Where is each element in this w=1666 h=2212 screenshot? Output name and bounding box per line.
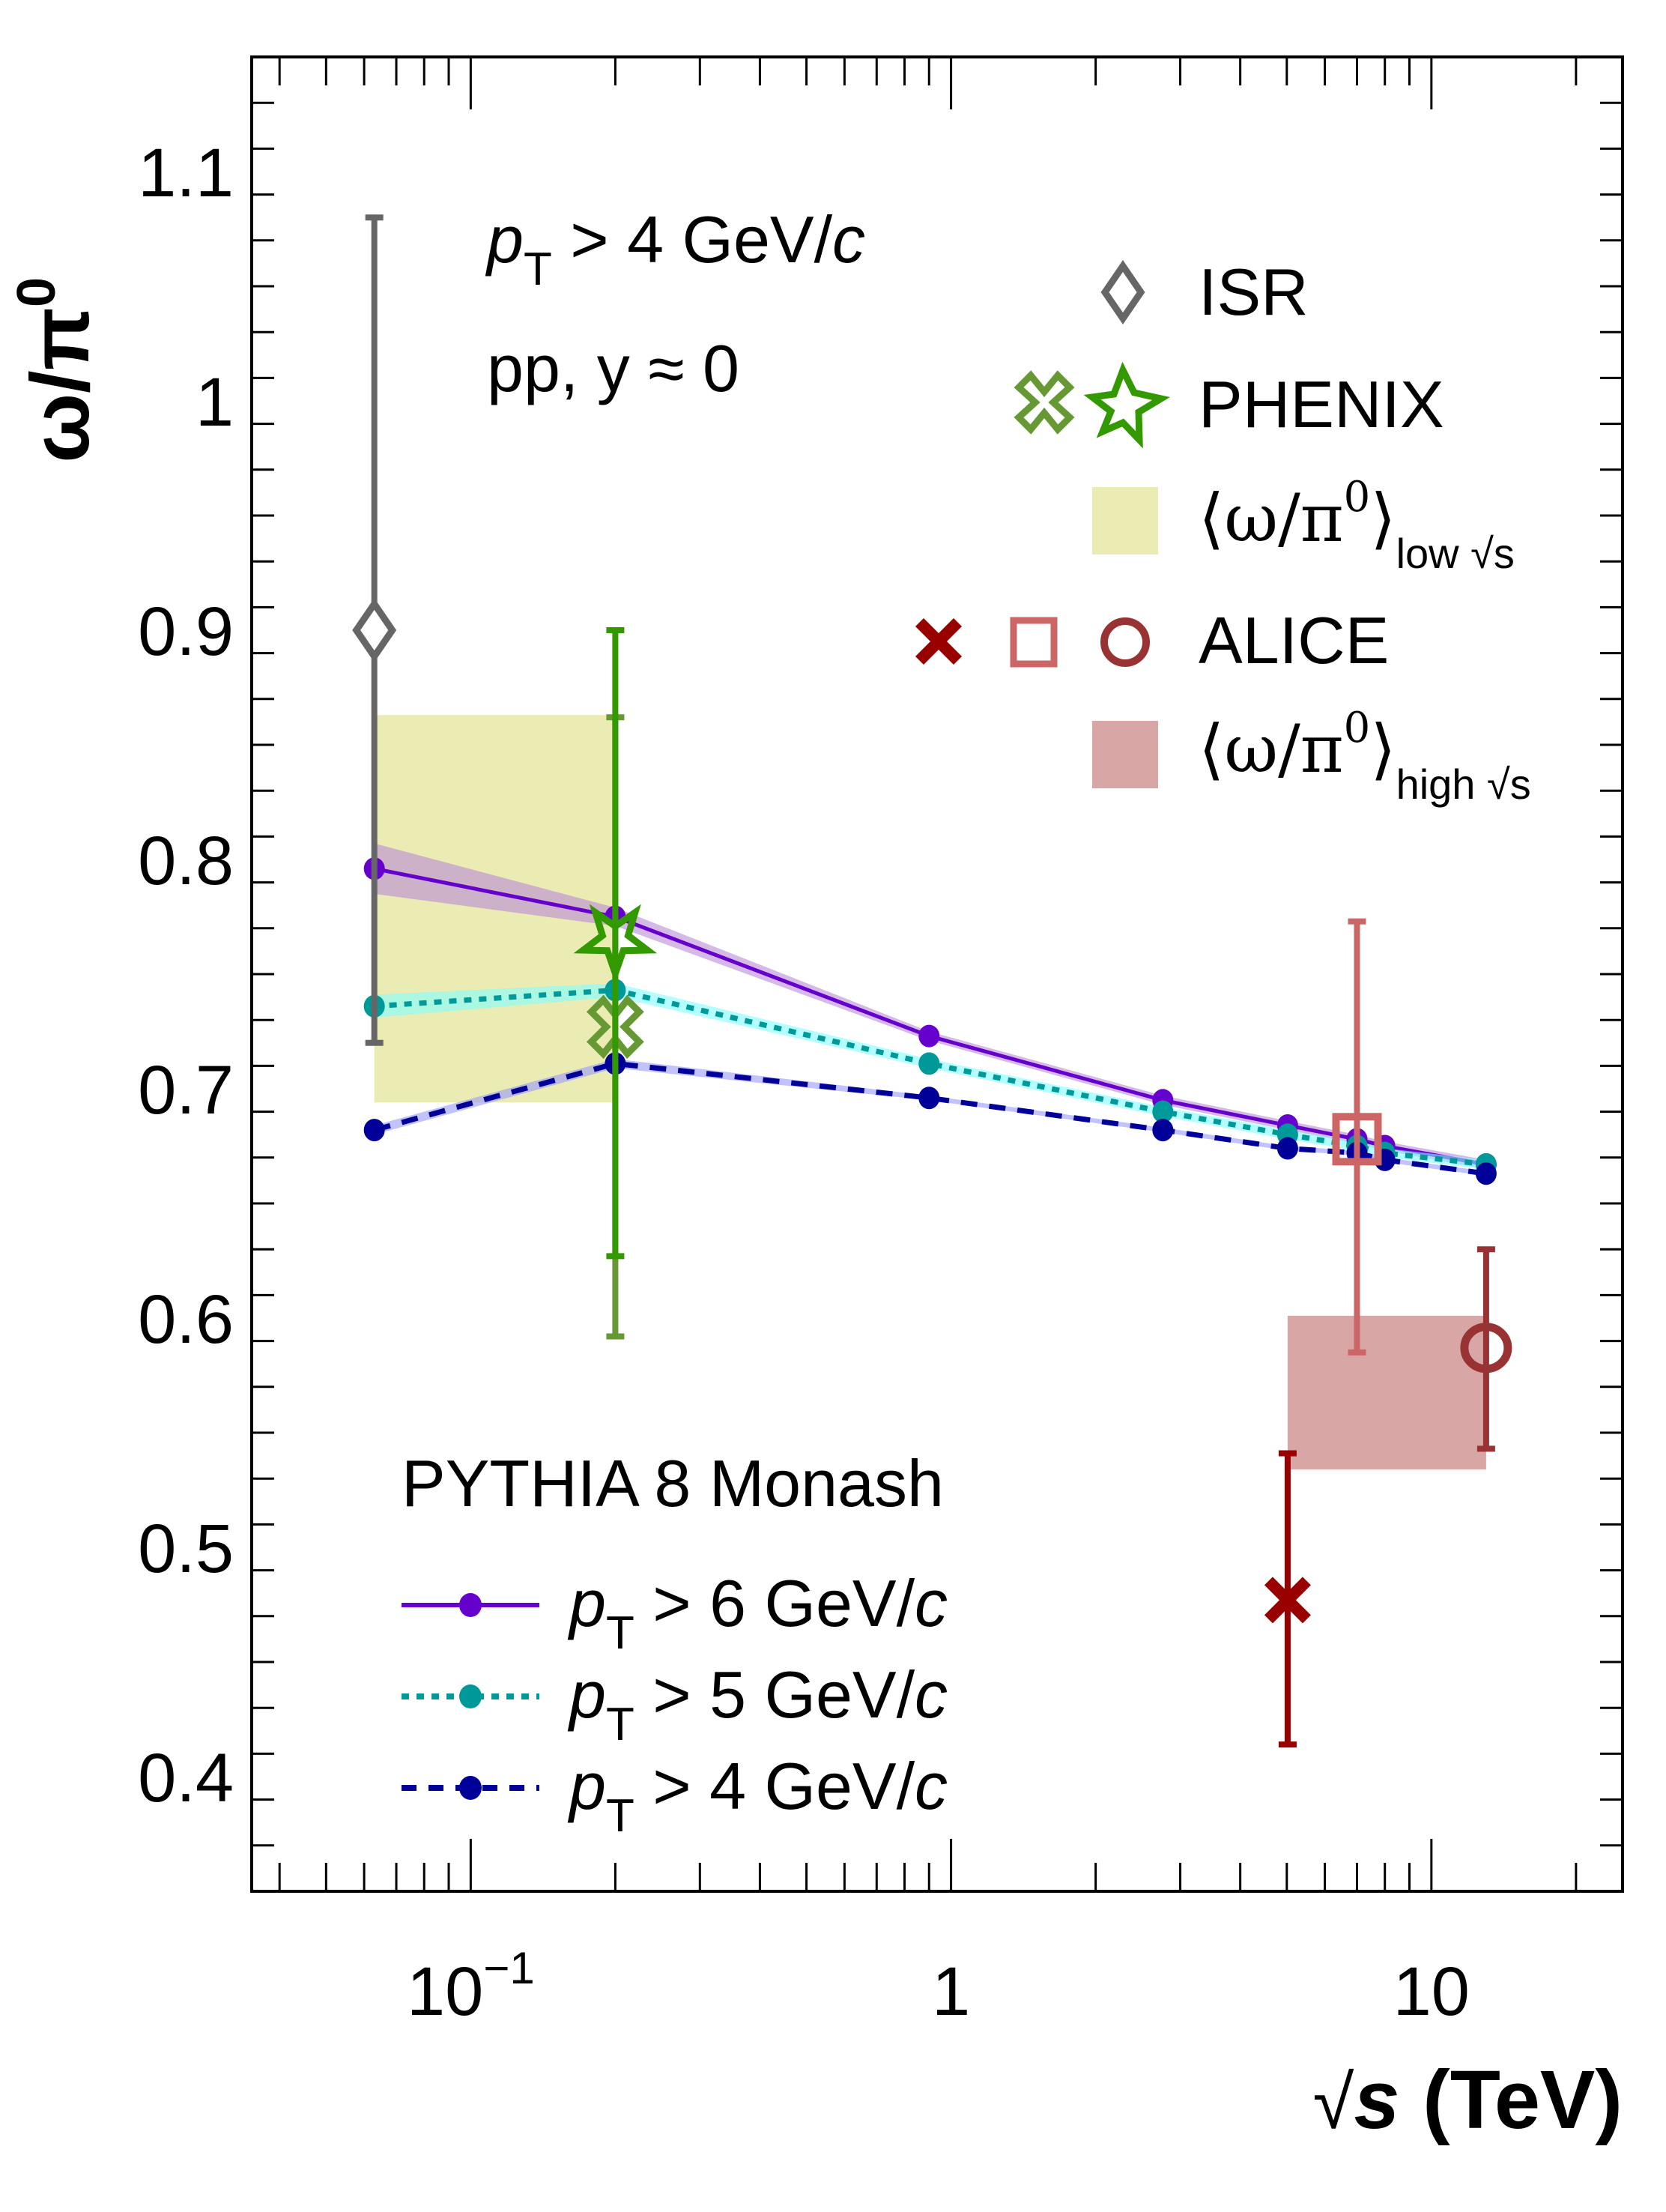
y-tick-label: 1 (196, 364, 234, 441)
legend-model-p: p (567, 1749, 606, 1823)
legend-model-c: c (915, 1658, 948, 1732)
filled-x-icon (915, 618, 962, 665)
y-tick-label: 0.5 (138, 1511, 234, 1587)
x-axis-title-text: √s (TeV) (1313, 2054, 1623, 2146)
x-tick-label: 10 (1393, 1953, 1470, 2030)
alice-circle-marker (1460, 1323, 1512, 1374)
high-sqrt-s-average-band (1287, 1315, 1486, 1469)
legend-model-entry-6: pT > 6 GeV/c (402, 1566, 948, 1659)
series-band-6 (374, 843, 1486, 1170)
legend-entry-high-band: ⟨ω/π0⟩high √s (1092, 704, 1531, 808)
svg-text:pT > 4 GeV/c: pT > 4 GeV/c (567, 1749, 948, 1842)
legend-entry-low-band: ⟨ω/π0⟩low √s (1092, 473, 1515, 577)
svg-text:ω/π0: ω/π0 (7, 277, 106, 463)
alice-square-marker (1332, 1113, 1382, 1166)
annotation-p: p (485, 202, 524, 276)
legend-model-sub: T (606, 1699, 634, 1750)
legend-label-isr: ISR (1199, 255, 1309, 329)
legend-label-alice: ALICE (1199, 603, 1389, 677)
svg-text:pT > 5 GeV/c: pT > 5 GeV/c (567, 1658, 948, 1750)
x-axis-title: √s (TeV) (1313, 2054, 1623, 2146)
svg-text:pT > 4 GeV/c: pT > 4 GeV/c (485, 202, 865, 295)
legend-model-p: p (567, 1566, 606, 1640)
experimental-points (352, 214, 1512, 1748)
legend-label-low-sup: 0 (1344, 473, 1371, 522)
legend-model-entry-4: pT > 4 GeV/c (402, 1749, 948, 1842)
series-point-4 (1475, 1162, 1497, 1185)
legend-label-high-main: ⟨ω/π (1199, 710, 1344, 788)
legend-label-phenix: PHENIX (1199, 367, 1444, 441)
y-tick-label: 0.9 (138, 593, 234, 670)
series-point-4 (918, 1087, 940, 1110)
legend-model-entry-5: pT > 5 GeV/c (402, 1658, 948, 1750)
axis-tick-labels: 0.4 0.5 0.6 0.7 0.8 0.9 1 1.1 10−1 1 10 (138, 135, 1470, 2030)
filled-circle-icon (459, 1593, 482, 1617)
series-point-6 (918, 1024, 940, 1048)
annotation-cut: pT > 4 GeV/c pp, y ≈ 0 (485, 202, 865, 405)
legend-label-high-close: ⟩ (1370, 710, 1396, 788)
legend-entry-alice: ALICE (915, 603, 1389, 677)
filled-circle-icon (459, 1776, 482, 1800)
open-circle-icon (1100, 617, 1150, 667)
low-band-swatch-icon (1092, 487, 1158, 554)
legend-label-low-close: ⟩ (1370, 480, 1396, 557)
series-point-5 (1152, 1100, 1174, 1123)
legend-label-high-sup: 0 (1344, 704, 1371, 752)
y-tick-label: 0.4 (138, 1740, 234, 1816)
filled-circle-icon (459, 1684, 482, 1708)
series-point-4 (363, 1119, 385, 1142)
high-band-swatch-icon (1092, 721, 1158, 788)
legend-experiments: ISR PHENIX ⟨ω/π0⟩low √s ALICE ⟨ω/π0⟩high… (915, 255, 1531, 808)
legend-label-low-main: ⟨ω/π (1199, 480, 1344, 557)
legend-model-title: PYTHIA 8 Monash (402, 1446, 944, 1520)
svg-text:pT > 6 GeV/c: pT > 6 GeV/c (567, 1566, 948, 1659)
alice-x-marker (1264, 1577, 1311, 1624)
legend-label-high-sub: high √s (1396, 761, 1531, 808)
open-square-icon (1010, 617, 1058, 668)
legend-model-rest: > 6 GeV/ (634, 1566, 915, 1640)
y-tick-label: 1.1 (138, 135, 234, 211)
series-line-4 (373, 1060, 1487, 1176)
legend-model-c: c (915, 1566, 948, 1640)
axis-ticks (252, 55, 1623, 1893)
annotation-sub: T (524, 244, 552, 295)
legend-model-rest: > 5 GeV/ (634, 1658, 915, 1732)
annotation-rest: > 4 GeV/ (552, 202, 833, 276)
x-tick-label: 10−1 (407, 1943, 535, 2030)
x-tick-label: 1 (932, 1953, 970, 2030)
phenix-star-marker (573, 904, 658, 984)
y-axis-title-sup: 0 (7, 277, 67, 307)
y-tick-label: 0.6 (138, 1281, 234, 1358)
open-diamond-icon (1100, 260, 1145, 324)
series-point-4 (1276, 1137, 1298, 1160)
open-cross-icon (1014, 370, 1075, 435)
legend-model-p: p (567, 1658, 606, 1732)
legend-model: PYTHIA 8 Monash pT > 6 GeV/c pT > 5 GeV/… (402, 1446, 948, 1842)
series-point-4 (1152, 1119, 1174, 1142)
svg-text:⟨ω/π0⟩high √s: ⟨ω/π0⟩high √s (1199, 704, 1531, 808)
legend-model-c: c (915, 1749, 948, 1823)
legend-model-rest: > 4 GeV/ (634, 1749, 915, 1823)
legend-entry-isr: ISR (1100, 255, 1309, 329)
legend-entry-phenix: PHENIX (1014, 361, 1444, 449)
legend-model-sub: T (606, 1607, 634, 1659)
annotation-system: pp, y ≈ 0 (487, 331, 739, 405)
legend-label-low-sub: low √s (1396, 530, 1515, 577)
legend-model-sub: T (606, 1790, 634, 1842)
series-point-5 (918, 1052, 940, 1075)
y-tick-label: 0.7 (138, 1052, 234, 1128)
open-star-icon (1083, 361, 1170, 449)
svg-text:⟨ω/π0⟩low √s: ⟨ω/π0⟩low √s (1199, 473, 1515, 577)
annotation-c: c (832, 202, 865, 276)
y-tick-label: 0.8 (138, 823, 234, 899)
y-axis-title-omega: ω/π (14, 307, 106, 463)
series-band-5 (374, 983, 1486, 1170)
isr-marker (352, 598, 397, 662)
y-axis-title: ω/π0 (7, 277, 106, 463)
